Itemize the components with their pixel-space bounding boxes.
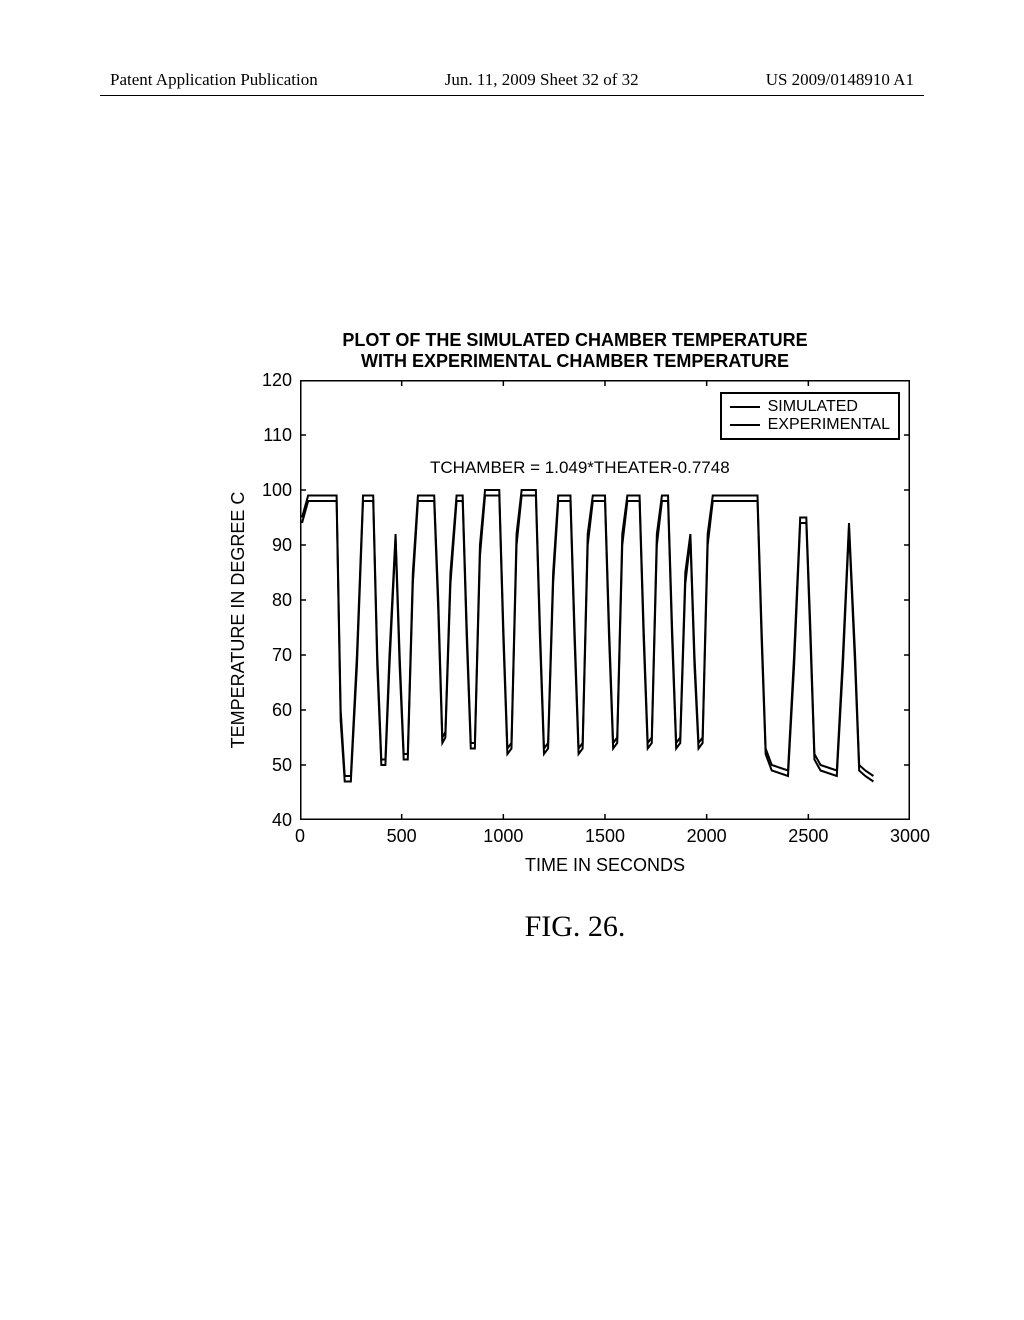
x-axis-label: TIME IN SECONDS [300,855,910,876]
y-tick-label: 120 [252,370,292,391]
legend-line-icon [730,406,760,408]
header-rule [100,95,924,96]
x-tick-label: 500 [387,826,417,847]
legend-label-experimental: EXPERIMENTAL [768,416,890,434]
header-center: Jun. 11, 2009 Sheet 32 of 32 [445,70,639,90]
x-tick-label: 2500 [788,826,828,847]
x-tick-label: 1000 [483,826,523,847]
chart-wrap: TEMPERATURE IN DEGREE C SIMULATED EXPERI… [120,380,910,860]
page-header: Patent Application Publication Jun. 11, … [110,70,914,90]
y-tick-label: 50 [252,755,292,776]
y-tick-label: 60 [252,700,292,721]
legend-label-simulated: SIMULATED [768,398,858,416]
chart-annotation: TCHAMBER = 1.049*THEATER-0.7748 [430,458,730,478]
y-tick-label: 70 [252,645,292,666]
y-tick-label: 90 [252,535,292,556]
legend: SIMULATED EXPERIMENTAL [720,392,900,440]
header-left: Patent Application Publication [110,70,318,90]
chart-title: PLOT OF THE SIMULATED CHAMBER TEMPERATUR… [240,330,910,372]
chart-svg [300,380,910,820]
x-tick-label: 0 [295,826,305,847]
header-right: US 2009/0148910 A1 [766,70,914,90]
x-tick-label: 1500 [585,826,625,847]
plot-area: SIMULATED EXPERIMENTAL TCHAMBER = 1.049*… [300,380,910,820]
y-axis-label: TEMPERATURE IN DEGREE C [228,492,249,749]
y-tick-label: 100 [252,480,292,501]
x-tick-label: 2000 [687,826,727,847]
y-tick-label: 80 [252,590,292,611]
y-tick-label: 110 [252,425,292,446]
x-tick-label: 3000 [890,826,930,847]
chart-title-line2: WITH EXPERIMENTAL CHAMBER TEMPERATURE [240,351,910,372]
figure-caption: FIG. 26. [240,910,910,944]
figure-container: PLOT OF THE SIMULATED CHAMBER TEMPERATUR… [120,330,910,944]
legend-line-icon [730,424,760,426]
chart-title-line1: PLOT OF THE SIMULATED CHAMBER TEMPERATUR… [240,330,910,351]
legend-row-simulated: SIMULATED [730,398,890,416]
legend-row-experimental: EXPERIMENTAL [730,416,890,434]
y-tick-label: 40 [252,810,292,831]
